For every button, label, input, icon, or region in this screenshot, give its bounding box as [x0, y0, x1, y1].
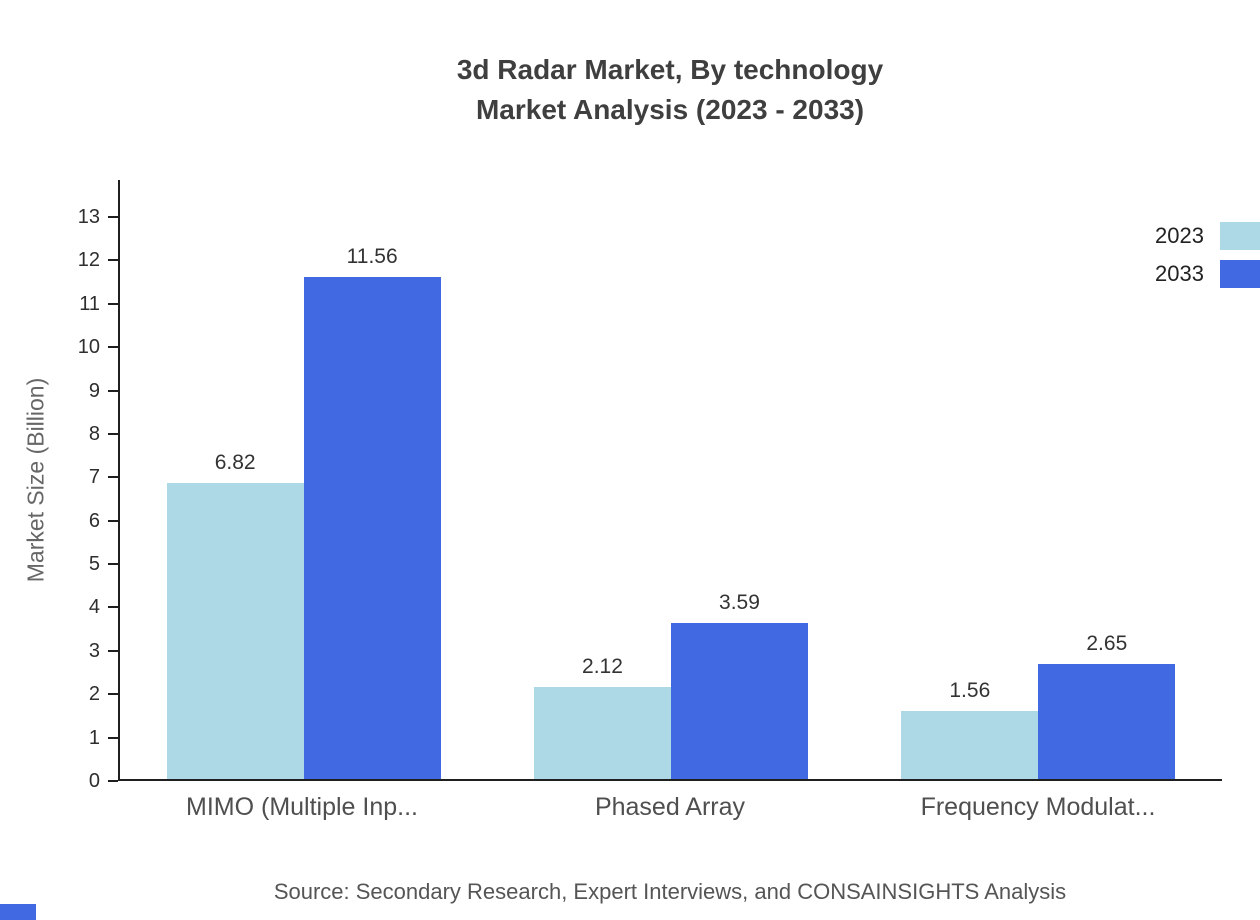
y-tick-label: 8 [88, 422, 100, 445]
bar-group: 1.56 2.65 [855, 215, 1222, 779]
x-axis-category-label: MIMO (Multiple Inp... [186, 793, 418, 821]
y-tick-mark [108, 780, 118, 782]
bar-2033[interactable]: 3.59 [670, 591, 808, 779]
y-tick-mark [108, 563, 118, 566]
y-tick-label: 9 [88, 379, 100, 402]
y-tick-mark [108, 649, 118, 652]
y-tick-mark [108, 736, 118, 739]
bar-value-label: 2.12 [582, 655, 623, 679]
legend: 2023 2033 [1155, 222, 1260, 288]
y-tick-mark [108, 519, 118, 522]
legend-item-2033[interactable]: 2033 [1155, 260, 1260, 288]
source-note: Source: Secondary Research, Expert Inter… [273, 879, 1067, 904]
legend-swatch-icon [1220, 260, 1260, 288]
bar-value-label: 2.65 [1086, 632, 1128, 656]
bar-2023[interactable]: 2.12 [533, 655, 671, 779]
y-tick-label: 12 [77, 249, 100, 272]
legend-item-2023[interactable]: 2023 [1155, 222, 1260, 250]
y-tick-label: 1 [88, 726, 100, 749]
bar-value-label: 3.59 [719, 591, 760, 615]
legend-label: 2023 [1155, 223, 1204, 248]
chart-title-line1: 3d Radar Market, By technology [456, 54, 884, 85]
corner-accent [0, 904, 36, 920]
y-axis-line [118, 180, 120, 781]
y-axis-title: Market Size (Billion) [22, 377, 49, 583]
y-tick-label: 10 [77, 336, 100, 359]
y-tick-mark [108, 216, 118, 218]
bar-group: 6.82 11.56 [120, 215, 487, 779]
y-tick-label: 13 [77, 206, 100, 228]
y-tick-mark [108, 302, 118, 305]
y-tick-label: 0 [88, 770, 100, 792]
x-axis-labels: MIMO (Multiple Inp... Phased Array Frequen… [118, 793, 1222, 822]
y-tick-label: 4 [88, 596, 100, 619]
chart-title: 3d Radar Market, By technology Market An… [118, 50, 1222, 130]
y-tick-mark [108, 259, 118, 262]
y-tick-label: 11 [79, 292, 100, 315]
bar-2033[interactable]: 2.65 [1038, 632, 1176, 779]
bar-2023[interactable]: 6.82 [166, 451, 304, 779]
y-tick-mark [108, 693, 118, 696]
y-tick-mark [108, 389, 118, 392]
bar-value-label: 11.56 [346, 245, 398, 269]
y-tick-label: 3 [88, 639, 100, 662]
y-tick-mark [108, 432, 118, 435]
plot-area: 0 1 2 3 4 5 6 7 8 9 10 11 12 13 6.82 11.56 2.12 3.59 1.56… [78, 180, 1222, 792]
y-tick-label: 6 [88, 509, 100, 532]
y-tick-label: 5 [88, 553, 100, 576]
bar-2033[interactable]: 11.56 [303, 245, 441, 779]
y-tick-label: 2 [88, 683, 100, 706]
chart-title-line2: Market Analysis (2023 - 2033) [475, 94, 865, 125]
x-axis-category-label: Frequency Modulat... [920, 793, 1156, 821]
bar-value-label: 6.82 [214, 451, 256, 475]
legend-swatch-icon [1220, 222, 1260, 250]
y-tick-mark [108, 606, 118, 609]
bar-value-label: 1.56 [949, 679, 991, 703]
bar-2023[interactable]: 1.56 [901, 679, 1039, 779]
legend-label: 2033 [1155, 261, 1204, 286]
x-axis-category-label: Phased Array [594, 793, 746, 821]
bar-group: 2.12 3.59 [487, 215, 854, 779]
y-tick-mark [108, 476, 118, 479]
y-tick-mark [108, 346, 118, 349]
y-tick-label: 7 [88, 466, 100, 489]
bars-area: 6.82 11.56 2.12 3.59 1.56 2.65 [120, 215, 1222, 779]
x-axis-line [118, 779, 1222, 781]
